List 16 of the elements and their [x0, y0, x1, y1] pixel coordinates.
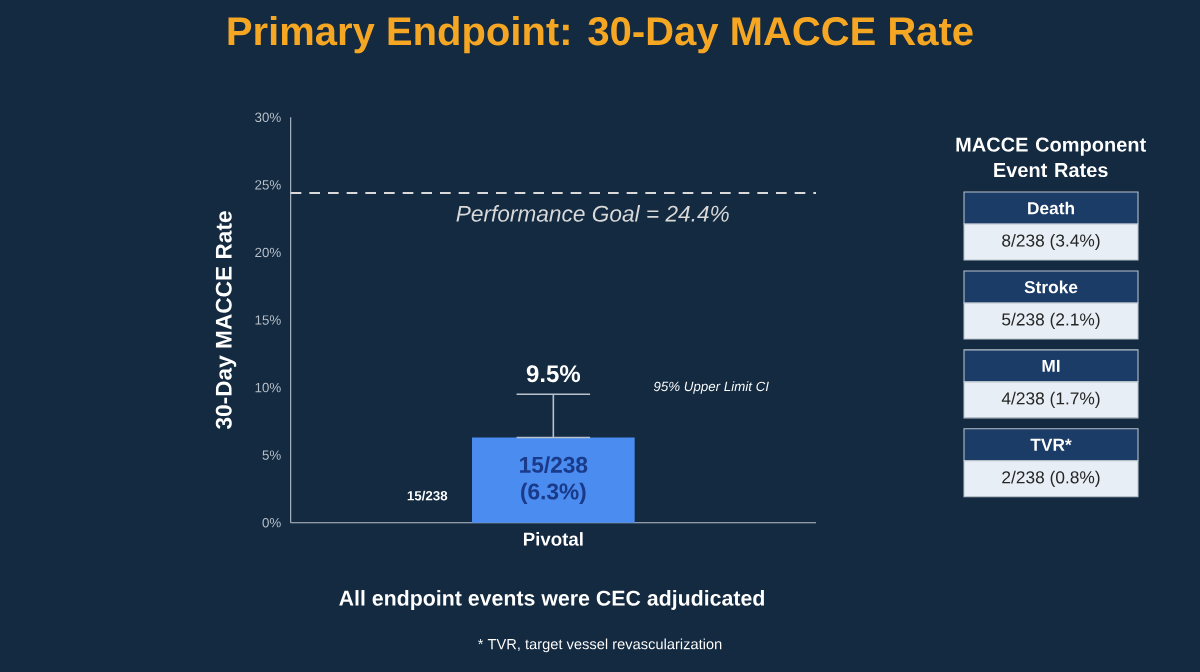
text: All endpoint events were CEC adjudicated: [339, 590, 764, 610]
annotation: 9.5%: [526, 365, 581, 383]
ref-line-label: Performance Goal = 24.4%: [456, 205, 729, 222]
x-tick-label: Pivotal: [523, 532, 583, 546]
text: 8/238 (3.4%): [1002, 233, 1100, 251]
chart-title: Primary Endpoint: 30-Day MACCE Rate: [228, 16, 973, 54]
y-axis-title: 30-Day MACCE Rate: [215, 211, 237, 430]
text: Death: [1028, 201, 1074, 215]
text: 2/238 (0.8%): [1002, 470, 1100, 487]
text: 4/238 (1.7%): [1001, 391, 1100, 408]
text: 5/238 (2.1%): [1002, 312, 1100, 330]
text: TVR*: [1030, 438, 1072, 451]
text: MACCE Component Event Rates: [956, 137, 1146, 178]
data-label: 15/238 (6.3%): [520, 456, 588, 504]
text: MI: [1042, 359, 1060, 372]
text: Stroke: [1024, 280, 1078, 294]
